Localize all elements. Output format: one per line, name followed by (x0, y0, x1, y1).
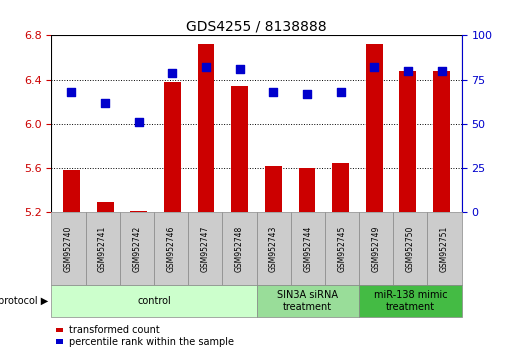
Point (370, 64, 379, 70)
Text: GSM952747: GSM952747 (201, 225, 210, 272)
Point (438, 68, 446, 74)
Point (134, 119, 143, 125)
Text: GSM952740: GSM952740 (64, 225, 73, 272)
Bar (332, 162, 349, 212)
Text: GSM952748: GSM952748 (235, 225, 244, 272)
Bar (231, 86, 248, 212)
Bar (97, 202, 113, 212)
Point (168, 70, 176, 75)
Text: GSM952746: GSM952746 (167, 225, 175, 272)
Text: miR-138 mimic
treatment: miR-138 mimic treatment (373, 290, 447, 312)
Bar (400, 71, 416, 212)
Text: SIN3A siRNA
treatment: SIN3A siRNA treatment (278, 290, 338, 312)
Text: control: control (137, 296, 171, 306)
Point (202, 64, 210, 70)
Bar (299, 168, 315, 212)
Text: GSM952745: GSM952745 (338, 225, 346, 272)
Text: GSM952751: GSM952751 (440, 225, 449, 272)
Point (235, 66, 244, 72)
Text: GSM952750: GSM952750 (406, 225, 415, 272)
Point (67, 89, 75, 95)
Bar (433, 71, 450, 212)
Point (303, 91, 311, 97)
Text: GSM952744: GSM952744 (303, 225, 312, 272)
Text: percentile rank within the sample: percentile rank within the sample (69, 337, 234, 347)
Text: GSM952749: GSM952749 (372, 225, 381, 272)
Bar (63, 170, 80, 212)
Point (269, 89, 278, 95)
Text: GSM952743: GSM952743 (269, 225, 278, 272)
Point (101, 100, 109, 105)
Text: protocol ▶: protocol ▶ (0, 296, 49, 306)
Text: GSM952742: GSM952742 (132, 225, 141, 272)
Text: GDS4255 / 8138888: GDS4255 / 8138888 (186, 19, 327, 34)
Point (404, 68, 412, 74)
Text: transformed count: transformed count (69, 325, 160, 335)
Bar (265, 166, 282, 212)
Text: GSM952741: GSM952741 (98, 225, 107, 272)
Point (337, 89, 345, 95)
Bar (198, 44, 214, 212)
Bar (366, 44, 383, 212)
Bar (130, 211, 147, 212)
Bar (164, 82, 181, 212)
